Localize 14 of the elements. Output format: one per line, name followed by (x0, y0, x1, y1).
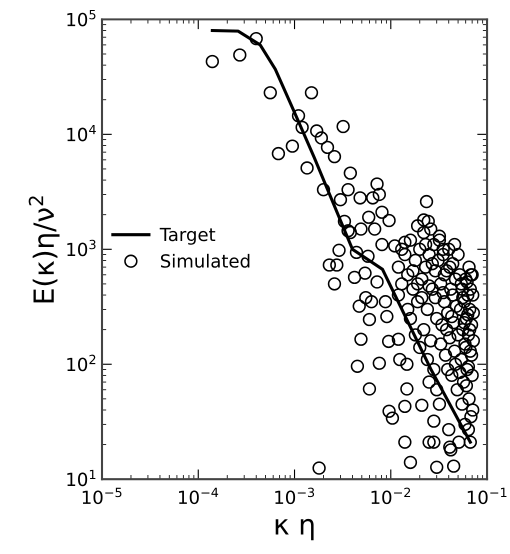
y-tick-label: 10$^{3}$ (67, 240, 96, 256)
y-tick-label: 10$^{4}$ (67, 124, 96, 142)
y-tick-label: 10$^{2}$ (67, 354, 96, 372)
x-tick-label: 10$^{−1}$ (468, 488, 506, 504)
x-tick-label: 10$^{−3}$ (275, 488, 314, 504)
x-tick-label: 10$^{−2}$ (372, 488, 410, 504)
y-tick-label: 10$^{1}$ (67, 470, 96, 486)
y-axis-title: E(κ)η/ν$^{2}$ (28, 196, 60, 302)
y-tick-label: 10$^{5}$ (67, 10, 96, 26)
x-axis-title: κ η (276, 518, 314, 540)
legend-label: Target (160, 228, 216, 245)
x-tick-label: 10$^{−4}$ (179, 488, 218, 504)
x-tick-label: 10$^{−5}$ (82, 488, 122, 504)
legend-label: Simulated (160, 254, 250, 268)
